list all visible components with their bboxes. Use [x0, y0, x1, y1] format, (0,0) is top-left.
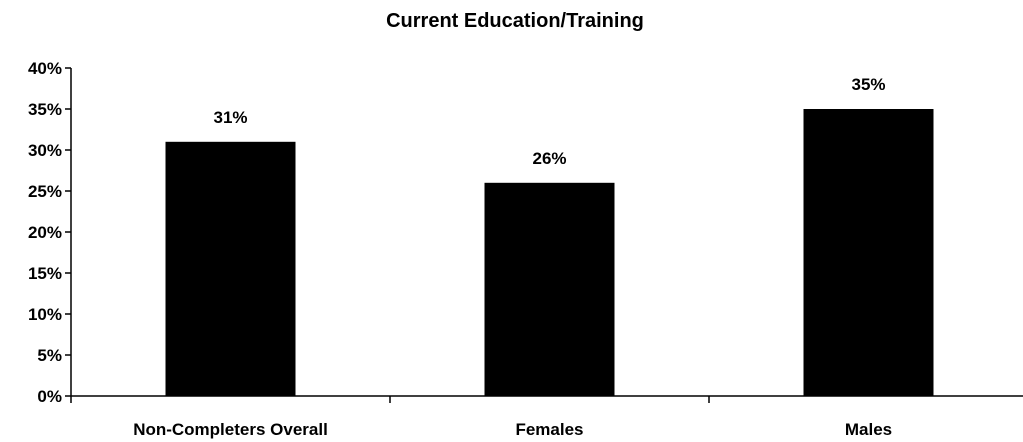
y-tick-label: 20% [28, 223, 62, 242]
bar [165, 141, 296, 396]
bar-data-label: 35% [851, 75, 885, 94]
y-axis-ticks: 0% 5% 10% 15% 20% 25% 30% 35% 40% [28, 59, 71, 406]
x-category-label: Non-Completers Overall [133, 420, 328, 439]
category-labels: Non-Completers Overall Females Males [133, 420, 892, 439]
bar [484, 182, 615, 396]
bars [165, 109, 934, 396]
axes [70, 68, 1023, 397]
y-tick-label: 35% [28, 100, 62, 119]
y-tick-label: 5% [37, 346, 62, 365]
y-tick-label: 30% [28, 141, 62, 160]
bar-data-label: 31% [213, 108, 247, 127]
y-tick-label: 0% [37, 387, 62, 406]
y-tick-label: 40% [28, 59, 62, 78]
y-tick-label: 25% [28, 182, 62, 201]
y-tick-label: 15% [28, 264, 62, 283]
bar [803, 109, 934, 396]
data-labels: 31% 26% 35% [213, 75, 885, 168]
x-category-label: Females [515, 420, 583, 439]
chart-title: Current Education/Training [386, 10, 644, 32]
x-axis-ticks [70, 396, 710, 403]
y-tick-label: 10% [28, 305, 62, 324]
x-category-label: Males [845, 420, 892, 439]
bar-data-label: 26% [532, 149, 566, 168]
